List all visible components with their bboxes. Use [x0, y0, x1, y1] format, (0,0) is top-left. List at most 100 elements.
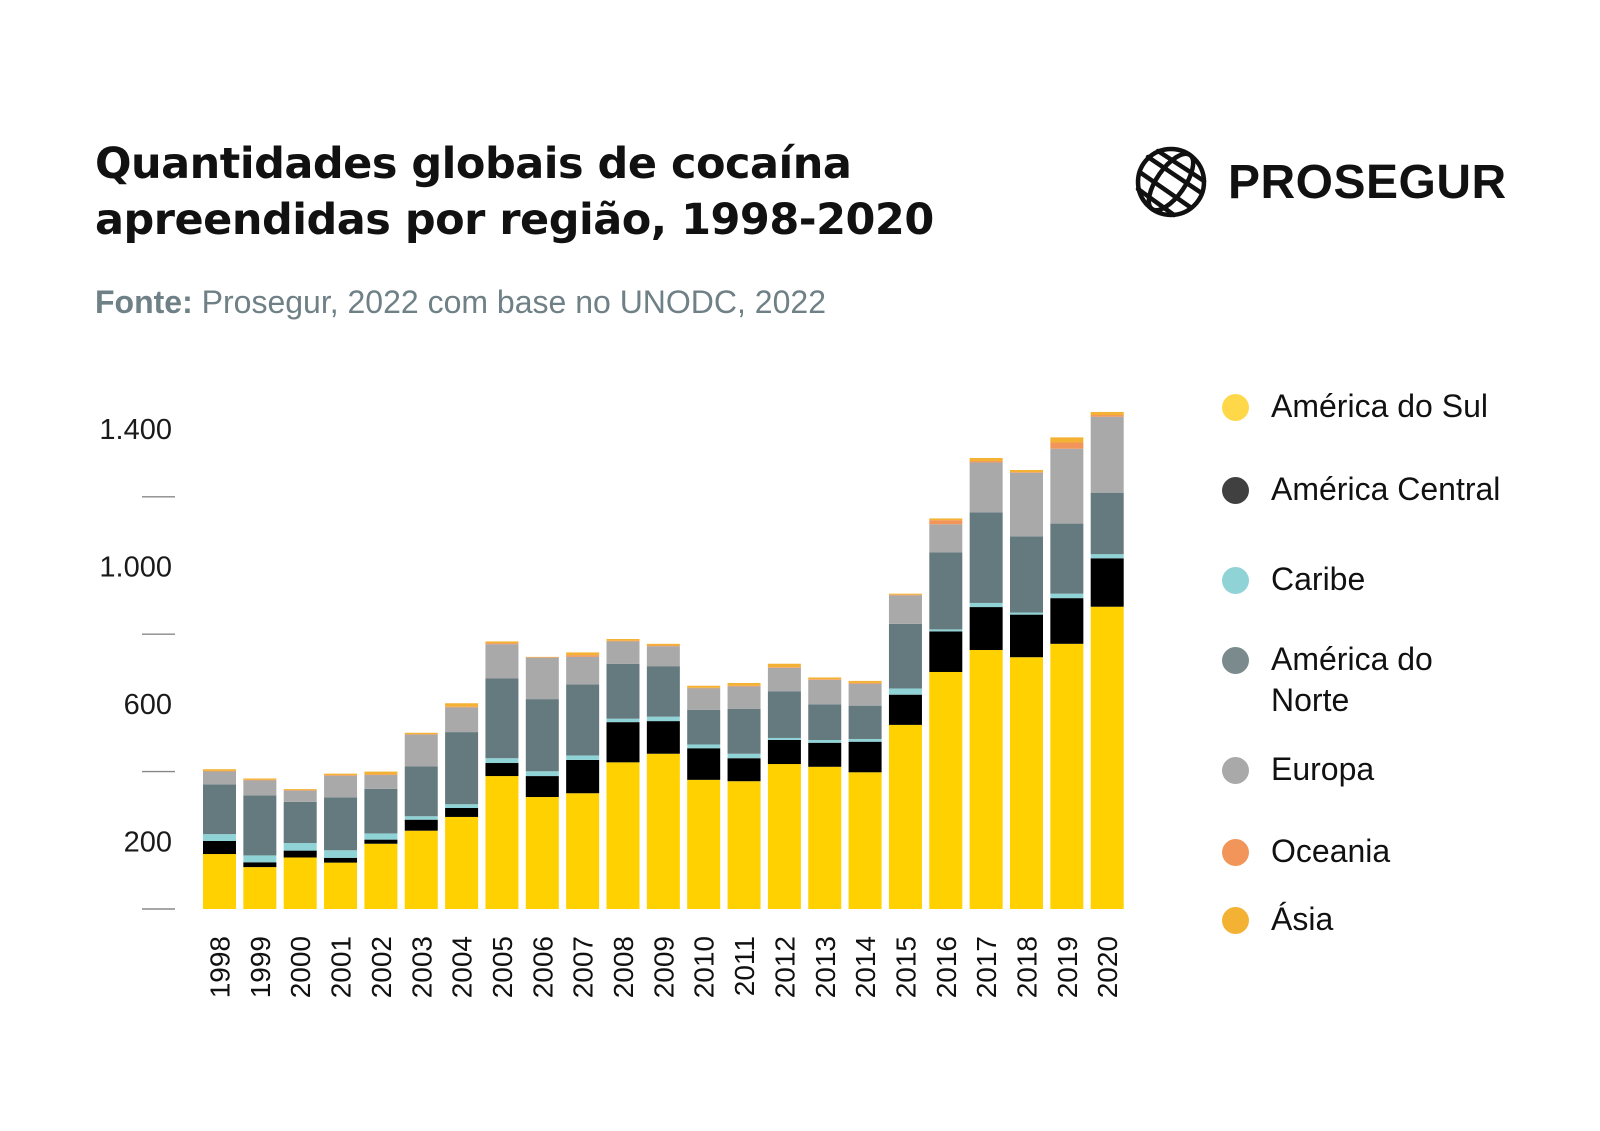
chart-title-line-1: Quantidades globais de cocaína	[95, 139, 852, 189]
bar-segment-asia	[485, 641, 519, 644]
bar-segment-oceania	[888, 594, 922, 596]
bar-stack-2014	[848, 680, 882, 909]
bar-segment-america-do-norte	[606, 663, 640, 719]
bar-segment-caribe	[606, 718, 640, 723]
bar-segment-america-do-norte	[445, 732, 479, 805]
bar-stack-2012	[767, 663, 801, 909]
x-tick-label: 2019	[1052, 936, 1083, 998]
bar-segment-caribe	[364, 833, 398, 840]
bar-segment-asia	[646, 643, 680, 646]
bar-segment-caribe	[243, 855, 277, 863]
bar-segment-america-do-norte	[404, 766, 438, 817]
bar-segment-caribe	[727, 753, 761, 759]
source-note: Fonte: Prosegur, 2022 com base no UNODC,…	[95, 284, 826, 321]
bar-segment-america-do-norte	[1010, 536, 1043, 613]
y-axis: 200 600 1.000 1.400	[99, 414, 175, 910]
bar-stack-2002	[364, 771, 398, 909]
bar-segment-oceania	[929, 520, 963, 525]
bar-segment-america-central	[929, 631, 963, 672]
bar-segment-america-do-sul	[848, 772, 882, 909]
bar-segment-europa	[646, 646, 680, 667]
bar-segment-oceania	[324, 775, 358, 776]
bar-segment-europa	[808, 679, 842, 705]
bar-segment-caribe	[646, 716, 680, 722]
bar-segment-america-central	[969, 607, 1003, 651]
chart-title-line-2: apreendidas por região, 1998-2020	[95, 195, 934, 245]
bar-segment-europa	[767, 667, 801, 692]
bar-stack-2004	[445, 703, 479, 909]
bar-segment-america-do-norte	[848, 705, 882, 739]
bar-stack-2016	[929, 518, 963, 909]
legend-item: América do Sul	[1222, 388, 1488, 427]
bar-segment-america-do-sul	[243, 867, 277, 909]
legend-label: Ásia	[1271, 901, 1334, 937]
bar-segment-america-do-sul	[283, 857, 317, 909]
bar-stack-2007	[566, 652, 600, 909]
bar-segment-caribe	[888, 688, 922, 695]
bar-segment-america-central	[324, 857, 358, 863]
bar-segment-america-do-sul	[808, 766, 842, 909]
bar-segment-america-do-norte	[1090, 492, 1124, 555]
bar-segment-asia	[606, 639, 640, 641]
bar-segment-asia	[324, 773, 358, 776]
bar-stack-2011	[727, 682, 761, 909]
bar-segment-america-do-sul	[687, 779, 721, 909]
bar-segment-oceania	[1050, 442, 1084, 449]
bar-segment-europa	[324, 775, 358, 798]
bar-segment-america-do-norte	[646, 666, 680, 717]
bar-segment-asia	[566, 652, 600, 656]
bar-stack-2015	[888, 593, 922, 909]
bar-segment-caribe	[404, 816, 438, 820]
bar-stack-2018	[1010, 470, 1043, 909]
bar-stack-2005	[485, 641, 519, 909]
bar-segment-america-do-norte	[727, 708, 761, 754]
bar-segment-america-do-norte	[969, 512, 1003, 603]
x-tick-label: 2008	[608, 936, 639, 998]
bar-segment-oceania	[404, 734, 438, 735]
x-tick-label: 2004	[447, 936, 478, 998]
legend-label: América do Sul	[1271, 388, 1488, 424]
legend-swatch	[1222, 394, 1249, 421]
bar-segment-asia	[687, 685, 721, 688]
bar-stack-2010	[687, 685, 721, 909]
bar-segment-oceania	[445, 706, 479, 708]
bar-segment-europa	[485, 644, 519, 679]
bar-segment-oceania	[283, 790, 317, 791]
bar-segment-europa	[364, 775, 398, 789]
bar-segment-asia	[969, 457, 1003, 462]
bar-segment-america-do-norte	[203, 784, 236, 835]
globe-icon	[1135, 146, 1207, 218]
bar-segment-america-central	[687, 748, 721, 780]
bar-segment-caribe	[283, 843, 317, 851]
bar-segment-caribe	[1090, 554, 1124, 559]
bar-segment-europa	[969, 462, 1003, 513]
bar-segment-america-do-sul	[1090, 606, 1124, 909]
bar-segment-asia	[445, 703, 479, 707]
bar-segment-america-do-sul	[888, 724, 922, 909]
bar-segment-europa	[606, 641, 640, 664]
bar-segment-caribe	[767, 737, 801, 740]
bar-segment-asia	[243, 778, 277, 780]
x-tick-label: 2000	[285, 936, 316, 998]
bar-segment-oceania	[1010, 472, 1043, 473]
y-tick-label: 1.400	[99, 414, 172, 446]
bar-segment-caribe	[848, 738, 882, 742]
x-tick-label: 2003	[406, 936, 437, 998]
x-tick-label: 2005	[487, 936, 518, 998]
bar-segment-america-central	[404, 819, 438, 831]
bar-segment-europa	[566, 656, 600, 685]
bar-segment-europa	[1090, 416, 1124, 493]
x-tick-label: 2006	[527, 936, 558, 998]
bar-segment-america-central	[1090, 558, 1124, 607]
source-text: Prosegur, 2022 com base no UNODC, 2022	[192, 284, 826, 320]
bar-segment-america-central	[606, 722, 640, 763]
bar-segment-caribe	[525, 771, 559, 777]
bar-segment-america-do-sul	[364, 843, 398, 909]
bar-segment-america-central	[848, 741, 882, 773]
bar-segment-oceania	[1090, 415, 1124, 417]
bar-stack-2019	[1050, 437, 1084, 909]
bar-segment-europa	[929, 524, 963, 553]
bar-segment-oceania	[566, 655, 600, 657]
x-tick-label: 2001	[326, 936, 357, 998]
bar-stack-1999	[243, 778, 277, 909]
